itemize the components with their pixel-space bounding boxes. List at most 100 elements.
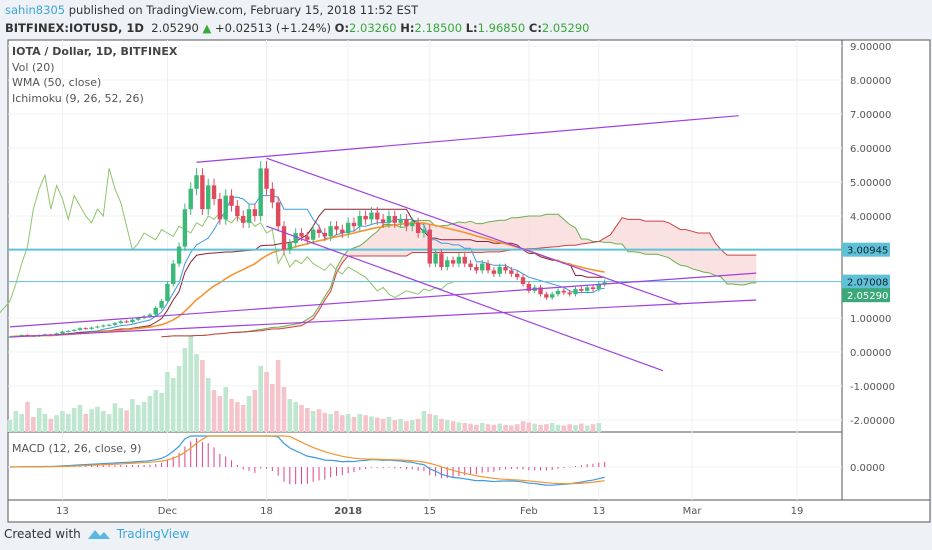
volume-bar [246, 396, 252, 432]
tradingview-logo-icon [87, 530, 110, 539]
x-tick-label: 2018 [334, 506, 362, 517]
volume-bar [456, 422, 462, 432]
volume-bar [287, 399, 293, 432]
volume-bar [328, 414, 333, 432]
volume-bar [182, 348, 188, 432]
volume-bar [439, 418, 444, 432]
legend-ichimoku[interactable]: Ichimoku (9, 26, 52, 26) [12, 91, 144, 105]
volume-bar [141, 402, 147, 432]
created-with: Created with [4, 527, 81, 541]
legend-volume[interactable]: Vol (20) [12, 60, 55, 74]
volume-bar [561, 425, 567, 432]
volume-bar [25, 402, 30, 432]
candle [561, 290, 567, 293]
candle [474, 267, 479, 271]
ichimoku-cloud [161, 214, 757, 337]
trendline [9, 299, 757, 338]
volume-bar [77, 405, 83, 432]
candle [83, 328, 88, 330]
candle [89, 327, 94, 329]
close-value: 2.05290 [541, 21, 590, 35]
candle [176, 246, 182, 264]
candle [555, 290, 561, 295]
candle [246, 209, 252, 223]
volume-bar [532, 423, 537, 432]
tradingview-link[interactable]: TradingView [116, 527, 190, 541]
volume-bar [7, 420, 13, 432]
candle [584, 287, 590, 291]
trendline [266, 225, 664, 372]
candle [223, 195, 228, 220]
volume-bar [124, 410, 129, 432]
y-tick-label: 4.00000 [850, 212, 891, 223]
candle [549, 294, 555, 298]
candle [275, 202, 281, 227]
volume-bar [275, 360, 281, 432]
y-tick-label: 6.00000 [850, 144, 891, 155]
candle [363, 216, 368, 220]
legend-macd[interactable]: MACD (12, 26, close, 9) [12, 442, 142, 455]
candle [60, 331, 65, 334]
candle [241, 216, 246, 223]
volume-bar [415, 418, 421, 432]
chikou-span [0, 168, 454, 314]
candle [310, 229, 316, 240]
close-label: C: [528, 21, 542, 35]
candle [188, 188, 193, 210]
y-tick-label: -2.00000 [850, 416, 895, 427]
candle [281, 226, 287, 250]
candle [386, 216, 392, 223]
volume-bar [392, 420, 398, 432]
trendline [196, 115, 739, 163]
candle [427, 229, 432, 264]
open-label: O: [334, 21, 350, 35]
candle [421, 229, 427, 233]
volume-bar [462, 423, 468, 432]
volume-bar [229, 399, 234, 432]
volume-bar [205, 378, 211, 432]
volume-bar [305, 408, 310, 432]
volume-bar [526, 422, 532, 432]
volume-bar [147, 396, 153, 432]
candle [415, 222, 421, 233]
volume-bar [118, 408, 124, 432]
chart-frame [7, 39, 931, 523]
candle [316, 229, 322, 233]
volume-bar [514, 424, 520, 432]
volume-bar [223, 387, 229, 432]
volume-bar [316, 409, 322, 432]
candle [468, 263, 473, 267]
volume-bar [159, 393, 164, 432]
level-label-bg [842, 242, 890, 257]
legend-wma[interactable]: WMA (50, close) [12, 76, 102, 89]
volume-bar [200, 360, 205, 432]
volume-bar [270, 384, 275, 432]
candle [357, 216, 362, 227]
candle [71, 329, 77, 331]
volume-bar [509, 425, 514, 432]
candle [503, 267, 508, 271]
symbol: BITFINEX:IOTUSD, 1D [5, 21, 144, 35]
candle [351, 222, 357, 227]
candle [515, 273, 520, 278]
volume-bar [404, 421, 409, 432]
candle [404, 219, 409, 227]
candle [136, 318, 141, 320]
volume-bar [380, 418, 386, 432]
volume-bar [36, 408, 42, 432]
macd-line [9, 435, 605, 486]
volume-bar [252, 390, 258, 432]
author-link[interactable]: sahin8305 [5, 3, 66, 17]
x-tick-label: 18 [260, 506, 273, 517]
volume-bar [567, 424, 572, 432]
volume-bar [60, 411, 65, 432]
volume-bar [345, 414, 351, 432]
volume-bar [194, 354, 199, 432]
volume-bar [31, 417, 36, 432]
volume-bar [217, 396, 223, 432]
volume-bar [100, 411, 106, 432]
x-tick-label: 13 [592, 506, 605, 517]
volume-bar [386, 417, 392, 432]
candle [77, 328, 83, 330]
